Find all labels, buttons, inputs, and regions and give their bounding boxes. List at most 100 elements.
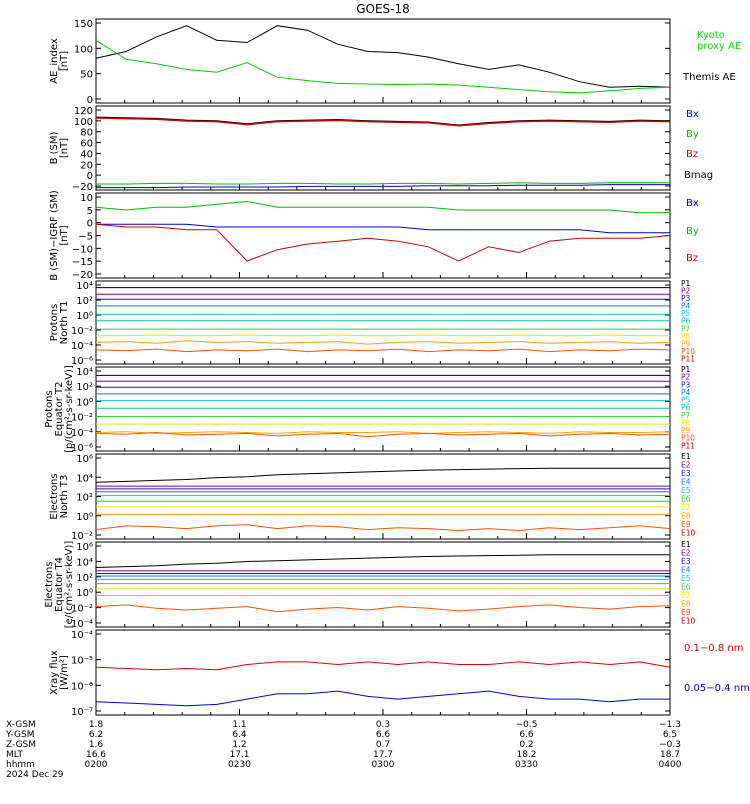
series-line-p10 [95,431,671,438]
panel-et4: 10⁶ 10⁴ 10² 10⁰ 10⁻² 10⁻⁴ Electrons Equator T4[… [44,540,696,630]
y-axis-label: [W/m²] [59,655,70,690]
panel-xray: 10⁻⁴ 10⁻⁵ 10⁻⁶ 10⁻⁷ Xray flux [W/m²] 0.1−0.8 n… [49,629,750,718]
legend-label: P8 [681,332,691,341]
series-line-bz [95,223,671,262]
series-line-e1 [95,467,670,483]
legend-label: E10 [681,529,696,538]
panel-frame [95,366,671,452]
series-line-by [96,182,670,185]
ytick-label: 10⁻² [71,531,93,542]
footer-value: 6.5 [663,730,677,740]
legend-label: Bz [686,253,698,264]
series-line-e1 [95,554,670,568]
footer-value: 6.2 [89,730,103,740]
series-line-p8 [96,334,670,337]
legend-label: P3 [681,380,691,389]
footer-value: 17.1 [229,750,249,760]
series-line-0-1-0-8-nm [95,661,671,671]
series-line-bx [96,223,670,234]
legend-label: P5 [681,396,691,405]
legend-label: 0.05−0.4 nm [684,683,750,694]
ytick-label: 10⁻² [71,413,93,424]
footer-value: 0330 [515,760,538,770]
legend-label: E4 [681,478,691,487]
legend-label: E1 [681,452,691,461]
ytick-label: 50 [80,70,93,81]
legend-label: P10 [681,434,695,443]
ytick-label: 10⁶ [76,454,93,465]
legend-label: P4 [681,388,691,397]
y-axis-label: Equator T2 [54,382,65,437]
legend-label: E3 [681,557,691,566]
ytick-label: 120 [74,106,93,117]
footer-value: 0.3 [376,720,390,730]
ytick-label: 10⁻⁴ [71,619,93,630]
ytick-label: 10⁻⁴ [71,428,93,439]
footer-row-label: hhmm [6,760,35,770]
legend-label: Kyoto [697,30,725,41]
y-axis-label: North T1 [59,301,70,345]
y-axis-label: Equator T4 [54,557,65,612]
y-axis-label: AE_index [49,38,60,84]
ytick-label: 10⁻⁶ [71,681,93,692]
legend-label: P7 [681,324,691,333]
panel-frame [95,105,671,191]
legend-label: E3 [681,469,691,478]
legend-label: P9 [681,426,691,435]
ytick-label: 10⁻⁴ [71,341,93,352]
legend-label: E5 [681,486,691,495]
y-axis-label: [p/(cm²-s-sr-keV)] [64,365,75,453]
y-axis-label: Electrons [44,561,55,607]
legend-label: P6 [681,317,691,326]
y-axis-label: [e/(cm²-s-sr-keV)] [64,541,75,629]
legend-label: E6 [681,583,691,592]
ytick-label: 10⁻⁶ [71,356,93,367]
footer-value: 1.8 [89,720,104,730]
ytick-label: 10⁶ [76,542,93,553]
footer-value: 6.4 [232,730,247,740]
legend-label: E9 [681,520,691,529]
footer-value: 0.7 [376,740,390,750]
footer-value: 17.7 [373,750,393,760]
ytick-label: 0 [87,95,93,106]
series-line-e9 [95,604,671,613]
legend-label: E1 [681,540,691,549]
legend-label: P1 [681,279,691,288]
legend-label: 0.1−0.8 nm [684,643,743,654]
y-axis-label: B (SM) [49,131,60,164]
footer-value: 0200 [85,760,108,770]
ytick-label: 100 [74,117,93,128]
legend-label: P3 [681,294,691,303]
ytick-label: 10 [80,193,93,204]
ytick-label: 10⁴ [76,281,93,292]
legend-label: E10 [681,617,696,626]
y-axis-label: Protons [49,304,60,341]
ytick-label: 80 [80,128,93,139]
legend-label: P9 [681,339,691,348]
footer-value: 18.7 [660,750,680,760]
ytick-label: −10 [72,244,93,255]
legend-label: By [686,129,699,140]
ytick-label: −20 [72,270,93,281]
footer-value: 1.2 [232,740,246,750]
ytick-label: 10² [76,573,93,584]
footer-value: 18.2 [516,750,536,760]
legend-label: E6 [681,495,691,504]
ytick-label: 10⁻⁵ [71,656,93,667]
footer-value: −1.3 [659,720,681,730]
footer-value: −0.3 [659,740,681,750]
series-line-p9 [95,431,671,434]
series-line-by [95,200,670,214]
ytick-label: −20 [72,182,93,193]
legend-label: Bx [686,198,699,209]
y-axis-label: Xray flux [49,650,60,695]
y-axis-label: B (SM)−IGRF (SM) [49,190,60,281]
ytick-label: 60 [80,139,93,150]
footer-value: 1.6 [89,740,104,750]
y-axis-label: [nT] [59,51,70,71]
panel-pt2: 10⁴ 10² 10⁰ 10⁻² 10⁻⁴ 10⁻⁶ Protons Equator T2 [p… [44,365,695,454]
legend-label: E8 [681,600,691,609]
legend-label: E2 [681,461,691,470]
panel-frame [95,192,671,279]
